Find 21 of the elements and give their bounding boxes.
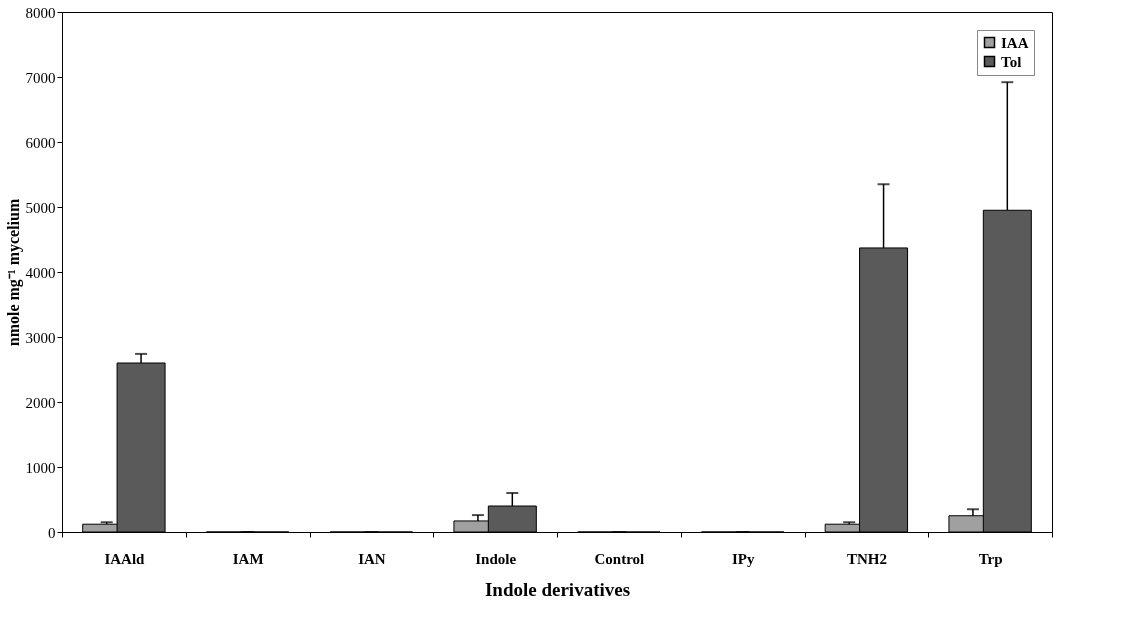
x-tick-label: TNH2	[846, 550, 887, 567]
x-tick-label: IAN	[358, 550, 386, 567]
y-tick-label: 8000	[25, 4, 56, 21]
x-tick-label: Control	[594, 550, 645, 567]
y-tick-label: 7000	[25, 69, 56, 86]
y-tick-label: 3000	[25, 329, 56, 346]
legend-label: Tol	[1001, 53, 1022, 70]
x-tick-label: Trp	[978, 550, 1003, 567]
y-tick-label: 4000	[25, 264, 56, 281]
y-axis-title: nmole mg⁻¹ mycelium	[4, 198, 23, 347]
x-tick-label: IAM	[232, 550, 264, 567]
x-tick-label: Indole	[475, 550, 517, 567]
y-tick-label: 6000	[25, 134, 56, 151]
x-axis-title: Indole derivatives	[484, 578, 631, 600]
legend-label: IAA	[1001, 34, 1029, 51]
x-tick-label: IAAld	[104, 550, 146, 567]
y-tick-label: 1000	[25, 459, 56, 476]
y-tick-label: 5000	[25, 199, 56, 216]
y-tick-label: 2000	[25, 394, 56, 411]
x-tick-label: IPy	[731, 550, 755, 567]
y-tick-label: 0	[48, 524, 56, 541]
